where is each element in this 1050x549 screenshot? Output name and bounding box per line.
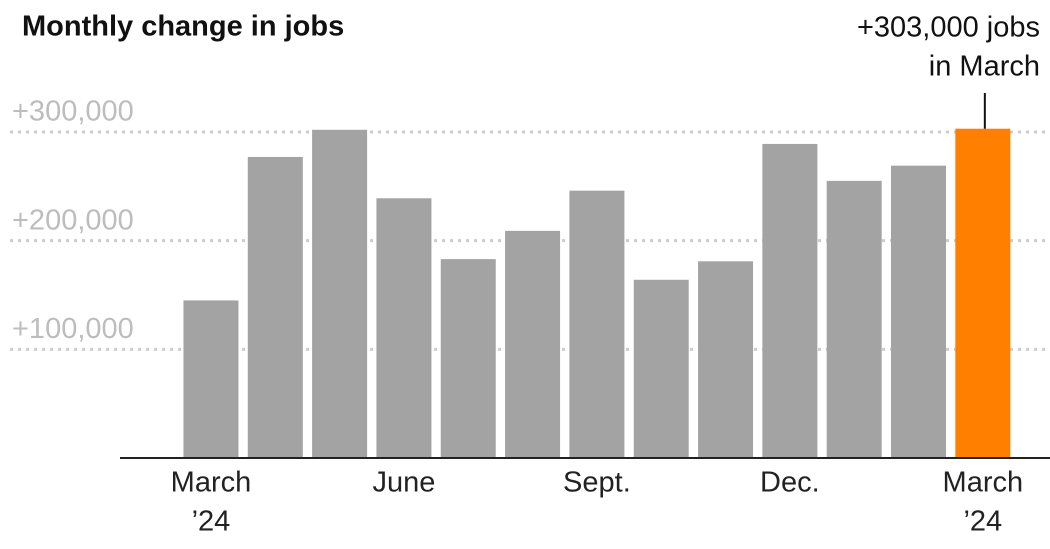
bar (826, 180, 882, 458)
x-tick-label: ’24 (192, 506, 231, 538)
bar (955, 128, 1011, 458)
bar (633, 279, 689, 458)
bar (891, 165, 947, 459)
bar (183, 300, 239, 458)
x-tick-label: March (171, 467, 252, 499)
y-tick-label: +200,000 (12, 204, 134, 236)
bar (376, 198, 432, 458)
chart-title: Monthly change in jobs (22, 11, 344, 43)
x-tick-label: ’24 (963, 506, 1002, 538)
bar (505, 230, 561, 458)
x-tick-label: Dec. (760, 467, 820, 499)
y-tick-label: +300,000 (12, 96, 134, 128)
annotation: in March (929, 51, 1040, 83)
bar (312, 129, 368, 458)
y-tick-label: +100,000 (12, 313, 134, 345)
x-tick-label: Sept. (563, 467, 631, 499)
bar (247, 156, 303, 458)
x-tick-label: June (372, 467, 435, 499)
bar (762, 143, 818, 459)
bar (440, 259, 496, 458)
bar (698, 261, 754, 458)
bar (569, 190, 625, 458)
x-tick-label: March (943, 467, 1024, 499)
annotation: +303,000 jobs (857, 12, 1040, 44)
